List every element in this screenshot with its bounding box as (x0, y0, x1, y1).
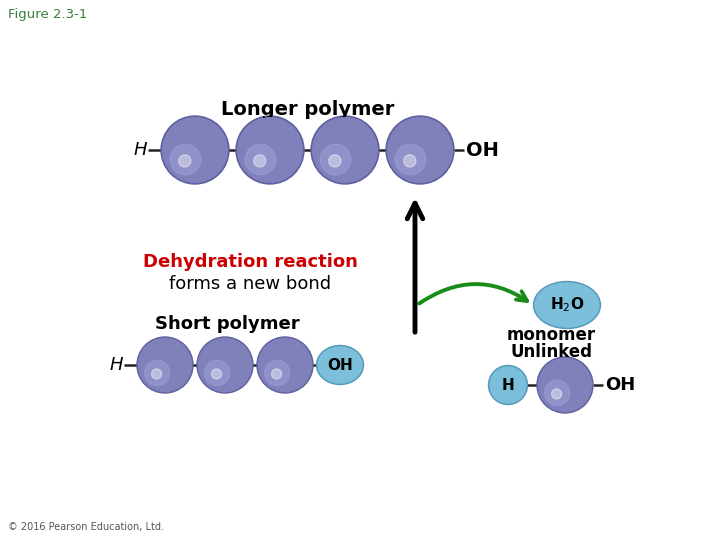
Circle shape (386, 116, 454, 184)
Ellipse shape (317, 346, 364, 384)
Text: monomer: monomer (506, 326, 595, 344)
Text: OH: OH (605, 376, 635, 394)
Text: H$_2$O: H$_2$O (550, 296, 584, 314)
Text: Dehydration reaction: Dehydration reaction (143, 253, 357, 271)
Circle shape (236, 116, 304, 184)
Text: OH: OH (466, 140, 499, 159)
Circle shape (552, 389, 562, 399)
Circle shape (271, 369, 282, 379)
Circle shape (257, 337, 313, 393)
Circle shape (539, 359, 592, 411)
Circle shape (537, 357, 593, 413)
Text: Longer polymer: Longer polymer (221, 100, 394, 119)
Text: forms a new bond: forms a new bond (169, 275, 331, 293)
Circle shape (238, 118, 302, 183)
Circle shape (145, 360, 170, 386)
Circle shape (197, 337, 253, 393)
Text: Unlinked: Unlinked (510, 343, 592, 361)
Circle shape (212, 369, 222, 379)
Circle shape (328, 155, 341, 167)
Text: © 2016 Pearson Education, Ltd.: © 2016 Pearson Education, Ltd. (8, 522, 164, 532)
Circle shape (404, 155, 416, 167)
Circle shape (152, 369, 161, 379)
Circle shape (204, 360, 230, 386)
Circle shape (395, 144, 426, 175)
Ellipse shape (318, 347, 362, 383)
Circle shape (387, 118, 452, 183)
Circle shape (312, 118, 377, 183)
Circle shape (138, 339, 192, 392)
Circle shape (246, 144, 276, 175)
Ellipse shape (534, 281, 600, 328)
Circle shape (311, 116, 379, 184)
Circle shape (258, 339, 312, 392)
Circle shape (161, 116, 229, 184)
Circle shape (264, 360, 289, 386)
Text: H: H (502, 377, 514, 393)
Text: Figure 2.3-1: Figure 2.3-1 (8, 8, 87, 21)
Circle shape (179, 155, 191, 167)
Text: H: H (109, 356, 123, 374)
Circle shape (170, 144, 201, 175)
Circle shape (320, 144, 351, 175)
Ellipse shape (535, 283, 599, 327)
Circle shape (137, 337, 193, 393)
Text: OH: OH (327, 357, 353, 373)
Circle shape (253, 155, 266, 167)
Circle shape (490, 367, 526, 403)
Circle shape (199, 339, 251, 392)
Circle shape (544, 380, 570, 406)
Text: Short polymer: Short polymer (155, 315, 300, 333)
Circle shape (163, 118, 228, 183)
Circle shape (488, 366, 528, 404)
Text: H: H (133, 141, 147, 159)
